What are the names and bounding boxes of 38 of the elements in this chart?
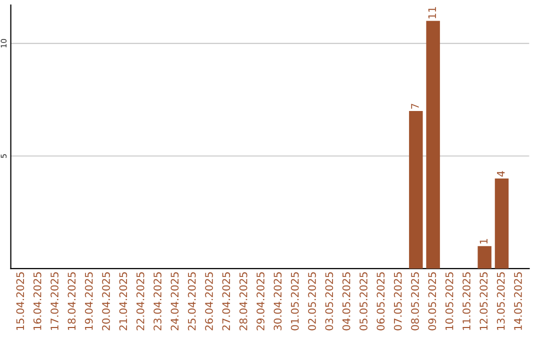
data-label: 1 — [480, 239, 488, 244]
x-tick-label: 07.05.2025 — [394, 272, 402, 330]
x-tick-label: 27.04.2025 — [222, 272, 230, 330]
x-tick-label: 26.04.2025 — [205, 272, 213, 330]
x-tick-label: 18.04.2025 — [68, 272, 76, 330]
x-tick-label: 12.05.2025 — [480, 272, 488, 330]
x-tick-label: 10.05.2025 — [445, 272, 454, 330]
x-tick-label: 11.05.2025 — [462, 272, 470, 330]
x-tick-label: 03.05.2025 — [325, 272, 334, 330]
x-tick-label: 08.05.2025 — [411, 272, 419, 330]
x-tick-label: 24.04.2025 — [170, 272, 179, 330]
x-tick-label: 25.04.2025 — [188, 272, 196, 330]
x-tick-label: 05.05.2025 — [360, 272, 368, 330]
x-tick-label: 17.04.2025 — [50, 272, 58, 330]
bar — [426, 20, 440, 269]
x-tick-label: 06.05.2025 — [376, 272, 385, 330]
x-tick-label: 23.04.2025 — [154, 272, 162, 330]
x-tick-label: 16.04.2025 — [33, 272, 42, 330]
x-tick-label: 30.04.2025 — [274, 272, 282, 330]
bar — [409, 110, 423, 269]
x-tick-label: 21.04.2025 — [119, 272, 128, 330]
bar — [494, 178, 509, 269]
x-tick-label: 13.05.2025 — [496, 272, 505, 330]
x-tick-label: 22.04.2025 — [136, 272, 144, 330]
x-tick-label: 04.05.2025 — [342, 272, 350, 330]
x-tick-label: 20.04.2025 — [102, 272, 110, 330]
x-tick-label: 02.05.2025 — [308, 272, 316, 330]
x-tick-label: 29.04.2025 — [256, 272, 264, 330]
data-label: 11 — [428, 7, 436, 18]
x-tick-label: 14.05.2025 — [514, 272, 522, 330]
x-tick-label: 15.04.2025 — [16, 272, 24, 330]
data-label: 4 — [497, 171, 505, 177]
bar — [478, 246, 492, 269]
x-tick-label: 09.05.2025 — [428, 272, 436, 330]
x-tick-label: 19.04.2025 — [84, 272, 93, 330]
x-tick-label: 28.04.2025 — [239, 272, 248, 330]
x-tick-label: 01.05.2025 — [290, 272, 299, 330]
data-label: 7 — [411, 104, 419, 109]
